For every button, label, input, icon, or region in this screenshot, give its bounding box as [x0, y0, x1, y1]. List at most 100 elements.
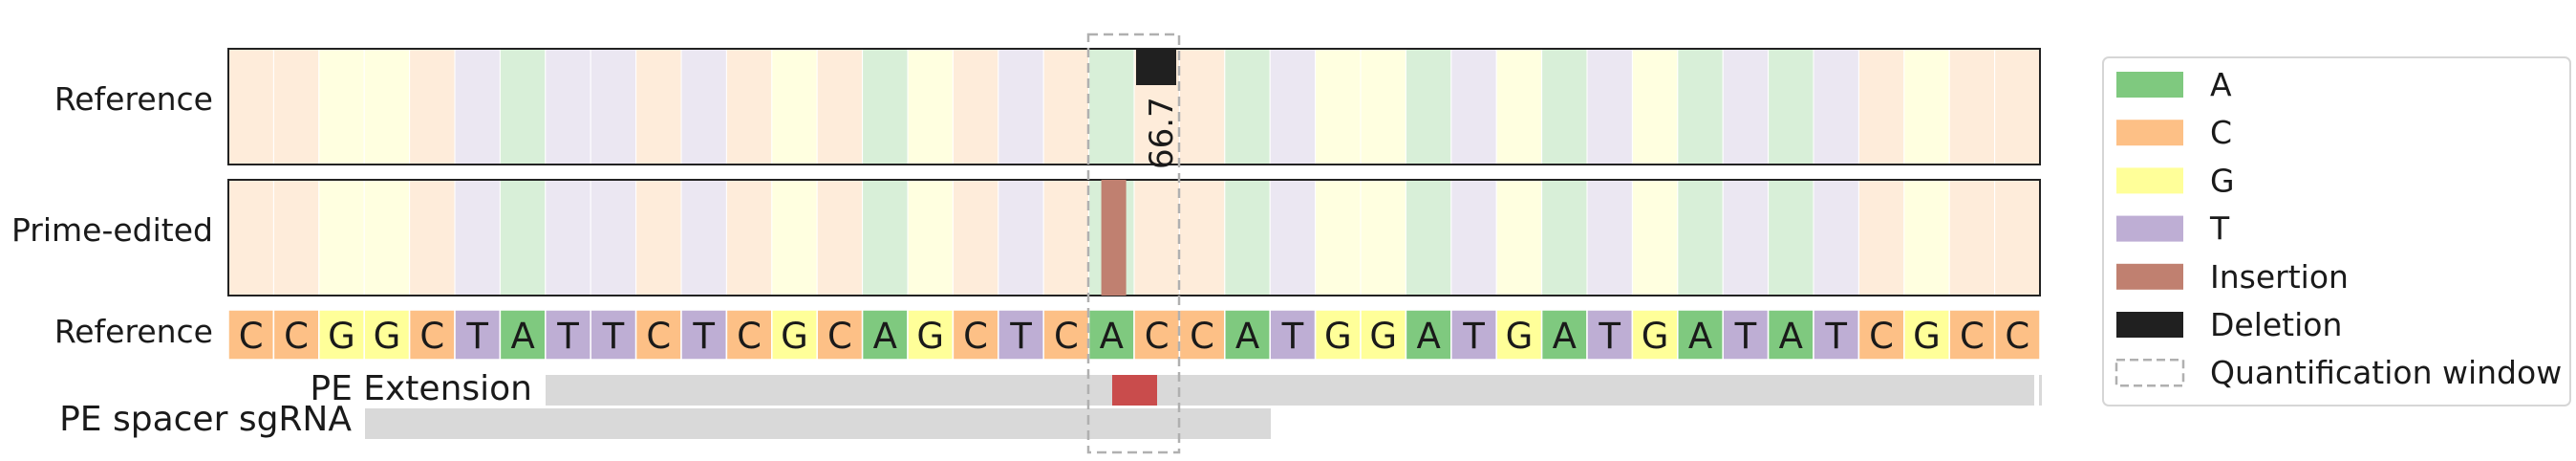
prime-edited-track-cell	[1631, 179, 1679, 296]
sequence-base-letter: G	[1506, 316, 1534, 357]
sequence-base-letter: T	[1281, 316, 1304, 357]
sequence-cell	[1087, 309, 1135, 361]
reference-track-cell	[1088, 48, 1135, 165]
sequence-cell	[499, 309, 547, 361]
sequence-base-letter: G	[374, 316, 401, 357]
sequence-cell	[1857, 309, 1905, 361]
deletion-mark	[1136, 49, 1176, 85]
sequence-base-letter: A	[873, 316, 897, 357]
reference-track-label: Reference	[54, 80, 213, 118]
insertion-mark	[1101, 180, 1127, 296]
legend-swatch	[2116, 312, 2183, 338]
sequence-base-letter: C	[1145, 316, 1170, 357]
reference-track-cell	[862, 48, 909, 165]
pe-extension-bar-end	[2039, 375, 2042, 406]
prime-edited-track-frame	[227, 179, 2041, 296]
sequence-base-letter: A	[1779, 316, 1803, 357]
legend-label: C	[2210, 114, 2232, 151]
sequence-base-letter: A	[1235, 316, 1259, 357]
reference-track-cell	[952, 48, 999, 165]
sequence-base-letter: T	[556, 316, 579, 357]
prime-edited-track-cell	[363, 179, 411, 296]
sequence-base-letter: C	[646, 316, 671, 357]
legend-swatch	[2116, 72, 2183, 98]
reference-track-cell	[907, 48, 954, 165]
prime-edited-track-cell	[1450, 179, 1497, 296]
prime-edited-track-cell	[1586, 179, 1633, 296]
reference-track	[227, 48, 2041, 165]
prime-edited-track-cell	[1768, 179, 1814, 296]
prime-edited-track-cell	[499, 179, 547, 296]
reference-track-cell	[1315, 48, 1362, 165]
reference-track-cell	[227, 48, 274, 165]
prime-edited-track-cell	[680, 179, 727, 296]
prime-edited-track-cell	[545, 179, 591, 296]
prime-edited-track-label: Prime-edited	[11, 211, 213, 249]
reference-track-cell	[363, 48, 411, 165]
sequence-cell	[771, 309, 818, 361]
legend-swatch	[2114, 358, 2185, 387]
sequence-base-letter: C	[1054, 316, 1079, 357]
reference-track-cell	[1722, 48, 1770, 165]
legend-swatch	[2116, 120, 2183, 146]
prime-edited-track-cell	[1994, 179, 2041, 296]
sequence-cell	[1450, 309, 1497, 361]
sequence-base-letter: T	[1009, 316, 1032, 357]
reference-track-cell	[1360, 48, 1406, 165]
reference-track-cell	[1586, 48, 1633, 165]
sequence-base-letter: C	[827, 316, 852, 357]
legend-frame	[2102, 56, 2571, 406]
pe-extension-edit-highlight	[1112, 375, 1157, 406]
legend-label: Insertion	[2210, 258, 2349, 296]
prime-edited-track-cell	[227, 179, 274, 296]
pe-extension-bar	[546, 375, 2034, 406]
reference-track-cell	[454, 48, 501, 165]
legend-label: A	[2210, 66, 2232, 103]
prime-edited-track-cell	[725, 179, 773, 296]
sequence-base-letter: A	[1553, 316, 1577, 357]
sequence-cell	[1314, 309, 1362, 361]
sequence-cell	[952, 309, 999, 361]
sequence-base-letter: G	[1642, 316, 1669, 357]
sequence-cell	[454, 309, 502, 361]
sequence-base-letter: C	[737, 316, 762, 357]
prime-edited-track-cell	[1405, 179, 1452, 296]
sequence-base-letter: G	[916, 316, 944, 357]
reference-track-cell	[1813, 48, 1859, 165]
reference-track-cell	[1677, 48, 1724, 165]
prime-edited-track-cell	[318, 179, 365, 296]
pe-spacer-bar	[365, 408, 1271, 439]
pe-spacer-label: PE spacer sgRNA	[59, 400, 352, 439]
sequence-base-letter: C	[1960, 316, 1985, 357]
sequence-cell	[998, 309, 1044, 361]
reference-track-cell	[1269, 48, 1317, 165]
reference-track-cell	[545, 48, 591, 165]
reference-track-cell	[771, 48, 818, 165]
prime-edited-track-cell	[590, 179, 637, 296]
reference-track-cell	[816, 48, 864, 165]
quantification-window	[1086, 33, 1181, 454]
sequence-cell	[545, 309, 591, 361]
reference-track-cell	[1541, 48, 1588, 165]
sequence-base-letter: G	[328, 316, 355, 357]
prime-edited-track-cell	[635, 179, 682, 296]
sequence-base-letter: A	[1688, 316, 1712, 357]
deletion-value-label: 66.7	[1143, 97, 1181, 169]
sequence-base-letter: G	[1369, 316, 1397, 357]
sequence-cell	[227, 309, 275, 361]
prime-edited-track-cell	[1813, 179, 1859, 296]
sequence-base-letter: A	[1416, 316, 1440, 357]
sequence-base-letter: T	[602, 316, 625, 357]
sequence-base-letter: C	[284, 316, 309, 357]
prime-edited-track-cell	[1224, 179, 1271, 296]
prime-edited-track-cell	[454, 179, 501, 296]
legend-swatch	[2116, 167, 2183, 194]
legend-label: G	[2210, 162, 2235, 199]
prime-edited-track-cell	[272, 179, 320, 296]
prime-edited-track-cell	[998, 179, 1044, 296]
sequence-cell	[1269, 309, 1317, 361]
prime-edited-track-cell	[1722, 179, 1770, 296]
reference-track-cell	[272, 48, 320, 165]
